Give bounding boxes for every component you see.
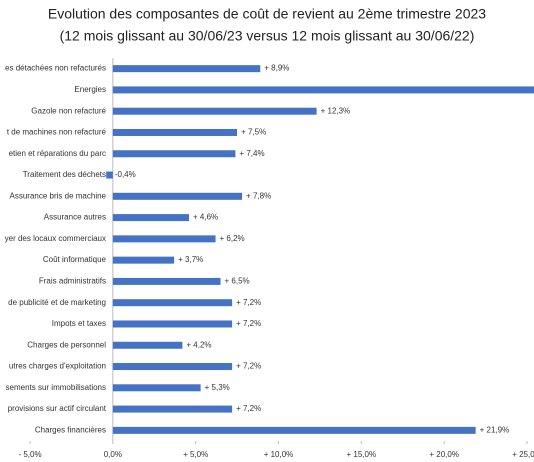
y-tick-label: Charges financières [35, 425, 106, 434]
y-tick-label: Energies [74, 85, 106, 94]
y-tick-label: sements sur immobilisations [6, 383, 106, 392]
data-label: + 5,3% [205, 383, 230, 392]
bar [112, 128, 238, 136]
y-tick-label: Traitement des déchets [23, 170, 106, 179]
y-tick-label: de publicité et de marketing [8, 298, 106, 307]
bar [112, 192, 243, 200]
data-label: + 6,2% [220, 234, 245, 243]
x-tick-label: + 20,0% [429, 450, 459, 459]
bar [106, 171, 113, 179]
x-tick-label: + 25,0% [512, 450, 534, 459]
bar [112, 363, 233, 371]
bar [112, 256, 175, 264]
data-label: + 7,2% [236, 298, 261, 307]
data-label: + 8,9% [264, 64, 289, 73]
y-tick-label: es détachées non refacturés [5, 64, 106, 73]
y-tick-label: Charges de personnel [27, 340, 106, 349]
bar [112, 65, 261, 73]
y-tick-label: Coût informatique [43, 255, 107, 264]
bar [112, 405, 233, 413]
data-label: + 7,2% [236, 362, 261, 371]
data-label: + 7,2% [236, 404, 261, 413]
x-tick-label: + 15,0% [347, 450, 377, 459]
data-label: + 4,6% [193, 213, 218, 222]
bar [112, 299, 233, 307]
bar [112, 384, 201, 392]
y-tick-label: Gazole non refacturé [31, 106, 106, 115]
data-label: + 4,2% [186, 340, 211, 349]
data-label: + 7,4% [239, 149, 264, 158]
data-label: + 12,3% [321, 106, 351, 115]
chart-title: Evolution des composantes de coût de rev… [48, 6, 486, 22]
y-tick-label: etien et réparations du parc [9, 149, 106, 158]
y-tick-label: Impots et taxes [52, 319, 106, 328]
bar [112, 235, 216, 243]
bar [112, 426, 476, 434]
bar [112, 214, 190, 222]
bar [112, 86, 534, 94]
y-tick-label: Assurance bris de machine [10, 191, 107, 200]
bar [112, 277, 221, 285]
x-tick-label: + 10,0% [264, 450, 294, 459]
y-tick-label: yer des locaux commerciaux [5, 234, 106, 243]
chart-subtitle: (12 mois glissant au 30/06/23 versus 12 … [60, 28, 475, 44]
data-label: -0,4% [115, 170, 136, 179]
data-label: + 7,2% [236, 319, 261, 328]
y-tick-label: Frais administratifs [39, 277, 106, 286]
bar [112, 107, 317, 115]
data-label: + 3,7% [178, 255, 203, 264]
x-tick-label: - 5,0% [18, 450, 41, 459]
bar [112, 150, 236, 158]
bar [112, 341, 183, 349]
data-label: + 7,8% [246, 191, 271, 200]
bar [112, 320, 233, 328]
y-tick-label: provisions sur actif circulant [8, 404, 107, 413]
data-label: + 6,5% [225, 277, 250, 286]
x-tick-label: 0,0% [104, 450, 122, 459]
data-label: + 7,5% [241, 128, 266, 137]
data-label: + 21,9% [480, 425, 510, 434]
x-tick-label: + 5,0% [183, 450, 208, 459]
y-tick-label: t de machines non refacturé [7, 128, 107, 137]
y-tick-label: utres charges d'exploitation [9, 362, 106, 371]
y-tick-label: Assurance autres [44, 213, 106, 222]
